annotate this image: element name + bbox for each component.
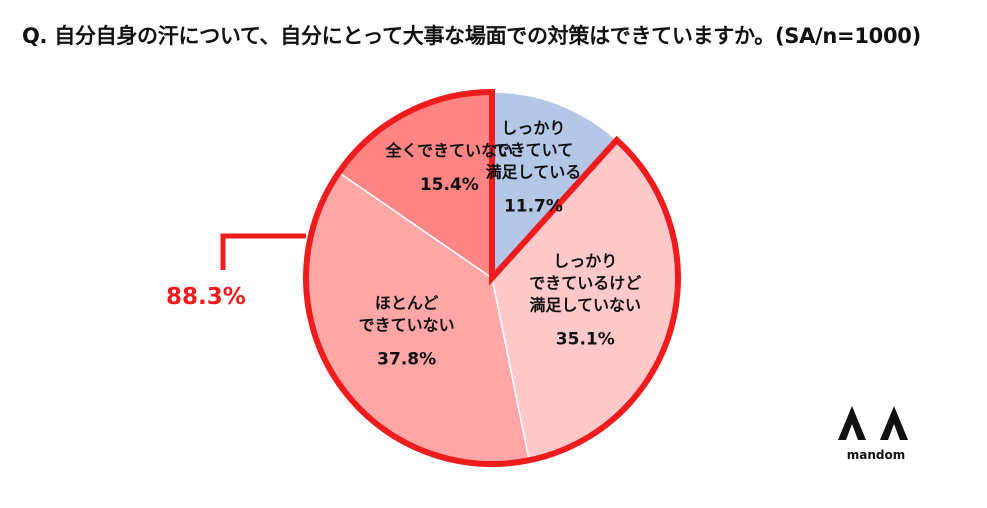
mandom-mark-icon (838, 406, 908, 440)
highlight-layer (220, 88, 681, 467)
slice-label-3-line-0: 全くできていない (385, 141, 514, 160)
group-total-label: 88.3% (166, 284, 246, 310)
slice-pct-1: 35.1% (556, 330, 615, 350)
brand-name: mandom (846, 448, 906, 462)
highlight-bracket (220, 233, 306, 270)
brand-logo: mandom (828, 402, 924, 462)
slice-label-0-line-2: 満足している (486, 162, 582, 181)
slice-label-0-line-1: できていて (494, 140, 574, 159)
slice-label-1-line-0: しっかり (553, 252, 617, 271)
slice-pct-0: 11.7% (504, 196, 563, 216)
slice-label-1-line-1: できているけど (529, 274, 641, 293)
slice-pct-3: 15.4% (420, 175, 479, 195)
slices-layer (305, 91, 679, 465)
slice-label-0-line-0: しっかり (501, 118, 565, 137)
slice-label-2-line-0: ほとんど (375, 293, 439, 312)
chart-title: Q. 自分自身の汗について、自分にとって大事な場面での対策はできていますか。(S… (22, 24, 921, 48)
slice-label-1-line-2: 満足していない (530, 296, 642, 315)
labels-layer: しっかりできていて満足している11.7%しっかりできているけど満足していない35… (359, 118, 642, 369)
slice-label-2-line-1: できていない (359, 315, 455, 334)
slice-pct-2: 37.8% (377, 349, 436, 369)
pie-slice-0 (491, 91, 618, 280)
highlight-outline (303, 88, 681, 467)
